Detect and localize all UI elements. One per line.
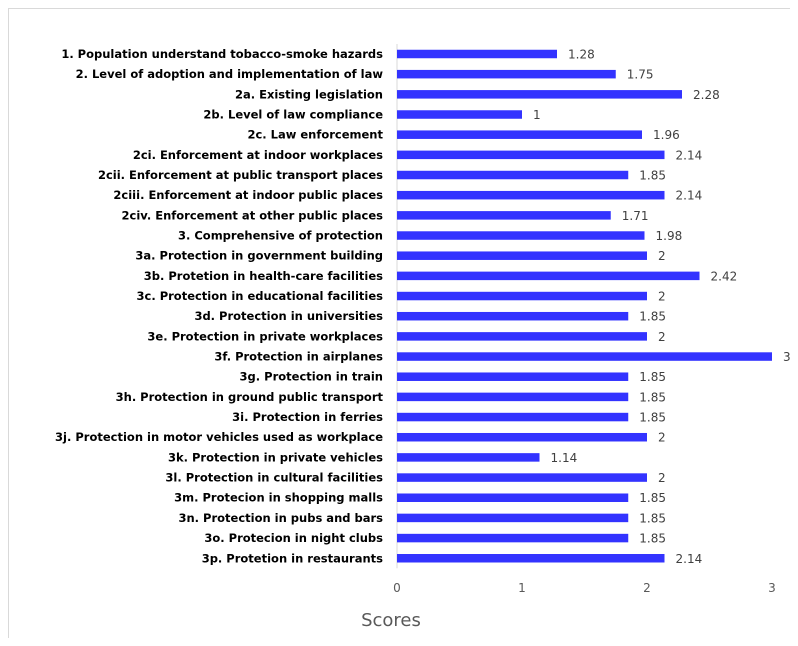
x-tick-label: 1 xyxy=(518,581,526,595)
data-label: 2.14 xyxy=(676,189,703,203)
bar xyxy=(397,150,665,160)
category-label: 2c. Law enforcement xyxy=(247,128,383,142)
bar xyxy=(397,473,647,482)
data-label: 1.85 xyxy=(639,390,666,404)
bar xyxy=(397,130,642,139)
bar xyxy=(397,110,522,119)
category-label: 3j. Protection in motor vehicles used as… xyxy=(55,430,383,444)
bar xyxy=(397,251,647,260)
data-label: 2 xyxy=(658,431,666,445)
bar xyxy=(397,352,772,361)
category-label: 3. Comprehensive of protection xyxy=(178,229,383,243)
x-axis-ticks: 0 1 2 3 xyxy=(393,581,776,595)
data-label: 1.75 xyxy=(627,68,654,82)
category-label: 2civ. Enforcement at other public places xyxy=(122,208,384,222)
data-label: 1.85 xyxy=(639,511,666,525)
bar xyxy=(397,493,629,502)
bars-layer xyxy=(396,44,772,569)
data-label: 1 xyxy=(533,108,541,122)
data-label: 1.85 xyxy=(639,370,666,384)
category-label: 2ci. Enforcement at indoor workplaces xyxy=(133,148,383,162)
data-label: 1.71 xyxy=(622,209,649,223)
x-tick-label: 2 xyxy=(643,581,651,595)
chart-frame: 1. Population understand tobacco-smoke h… xyxy=(8,8,791,638)
category-label: 3l. Protection in cultural facilities xyxy=(165,471,383,485)
data-label: 1.85 xyxy=(639,310,666,324)
data-label: 1.98 xyxy=(656,229,683,243)
category-label: 3e. Protection in private workplaces xyxy=(147,329,383,343)
data-label: 2 xyxy=(658,290,666,304)
bar xyxy=(397,412,629,422)
value-labels: 1.28 1.75 2.28 1 1.96 2.14 1.85 2.14 1.71 1.98 2 2.… xyxy=(533,48,791,566)
data-label: 2.14 xyxy=(676,148,703,162)
category-label: 3c. Protection in educational facilities xyxy=(137,289,384,303)
category-label: 3b. Protetion in health-care facilities xyxy=(144,269,383,283)
bar xyxy=(397,432,647,442)
data-label: 2.28 xyxy=(693,88,720,102)
category-label: 3h. Protection in ground public transpor… xyxy=(116,390,384,404)
data-label: 1.85 xyxy=(639,169,666,183)
data-label: 1.85 xyxy=(639,411,666,425)
bar xyxy=(397,291,647,301)
data-label: 2 xyxy=(658,330,666,344)
category-label: 2b. Level of law compliance xyxy=(203,108,383,122)
category-label: 3p. Protetion in restaurants xyxy=(202,551,383,565)
category-label: 3n. Protection in pubs and bars xyxy=(178,511,383,525)
bar xyxy=(397,90,682,99)
bar xyxy=(397,231,645,240)
data-label: 1.96 xyxy=(653,128,680,142)
bar xyxy=(397,170,629,180)
data-label: 1.14 xyxy=(551,451,578,465)
category-label: 3i. Protection in ferries xyxy=(232,410,383,424)
bar xyxy=(397,392,629,402)
data-label: 1.85 xyxy=(639,491,666,505)
x-tick-label: 3 xyxy=(768,581,776,595)
data-label: 2.14 xyxy=(676,552,703,566)
data-label: 3 xyxy=(783,350,791,364)
category-label: 3d. Protection in universities xyxy=(194,309,383,323)
bar xyxy=(397,311,629,321)
category-label: 2. Level of adoption and implementation … xyxy=(76,67,384,81)
bar xyxy=(397,372,629,381)
data-label: 2.42 xyxy=(711,269,738,283)
bar xyxy=(397,271,700,281)
bar xyxy=(397,554,665,563)
category-label: 3g. Protection in train xyxy=(240,370,383,384)
data-label: 1.28 xyxy=(568,48,595,62)
category-labels: 1. Population understand tobacco-smoke h… xyxy=(55,47,383,565)
bar xyxy=(397,190,665,200)
category-label: 2ciii. Enforcement at indoor public plac… xyxy=(113,188,383,202)
bar xyxy=(397,513,629,523)
data-label: 1.85 xyxy=(639,532,666,546)
bar xyxy=(397,533,629,543)
data-label: 2 xyxy=(658,471,666,485)
bar xyxy=(397,49,557,59)
category-label: 2a. Existing legislation xyxy=(235,87,383,101)
x-axis-title: Scores xyxy=(361,610,421,631)
bar xyxy=(397,211,611,220)
bar-chart: 1. Population understand tobacco-smoke h… xyxy=(55,44,791,631)
category-label: 3a. Protection in government building xyxy=(135,249,383,263)
category-label: 3o. Protecion in night clubs xyxy=(204,531,383,545)
category-label: 1. Population understand tobacco-smoke h… xyxy=(61,47,383,61)
category-label: 3f. Protection in airplanes xyxy=(214,350,383,364)
bar xyxy=(397,69,616,79)
category-label: 3m. Protecion in shopping malls xyxy=(174,491,383,505)
bar xyxy=(397,453,540,462)
x-tick-label: 0 xyxy=(393,581,401,595)
category-label: 3k. Protection in private vehicles xyxy=(168,450,383,464)
category-label: 2cii. Enforcement at public transport pl… xyxy=(98,168,383,182)
bar xyxy=(397,332,647,341)
data-label: 2 xyxy=(658,249,666,263)
